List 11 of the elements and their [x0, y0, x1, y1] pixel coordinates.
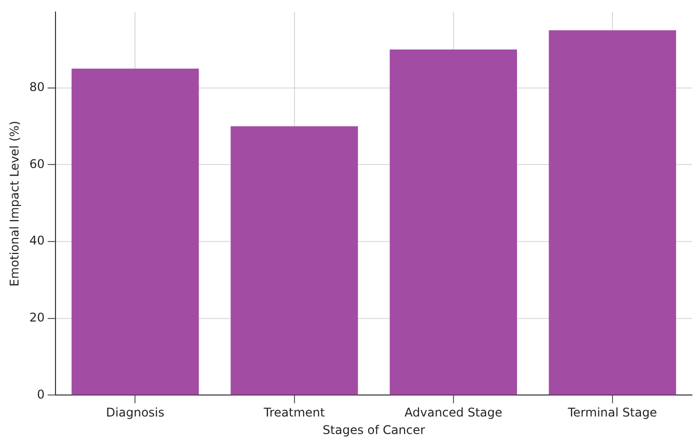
y-tick-label: 0 [37, 387, 45, 402]
x-tick-label: Terminal Stage [566, 406, 658, 420]
y-tick-label: 80 [29, 80, 45, 94]
x-tick-label: Advanced Stage [404, 406, 502, 420]
y-axis-title: Emotional Impact Level (%) [7, 120, 22, 286]
y-tick-label: 60 [29, 156, 45, 171]
x-tick-label: Diagnosis [106, 406, 164, 420]
y-tick-label: 40 [29, 234, 45, 248]
x-tick-label: Treatment [262, 406, 326, 420]
y-tick-label: 20 [29, 310, 45, 324]
x-axis-title: Stages of Cancer [322, 422, 426, 437]
